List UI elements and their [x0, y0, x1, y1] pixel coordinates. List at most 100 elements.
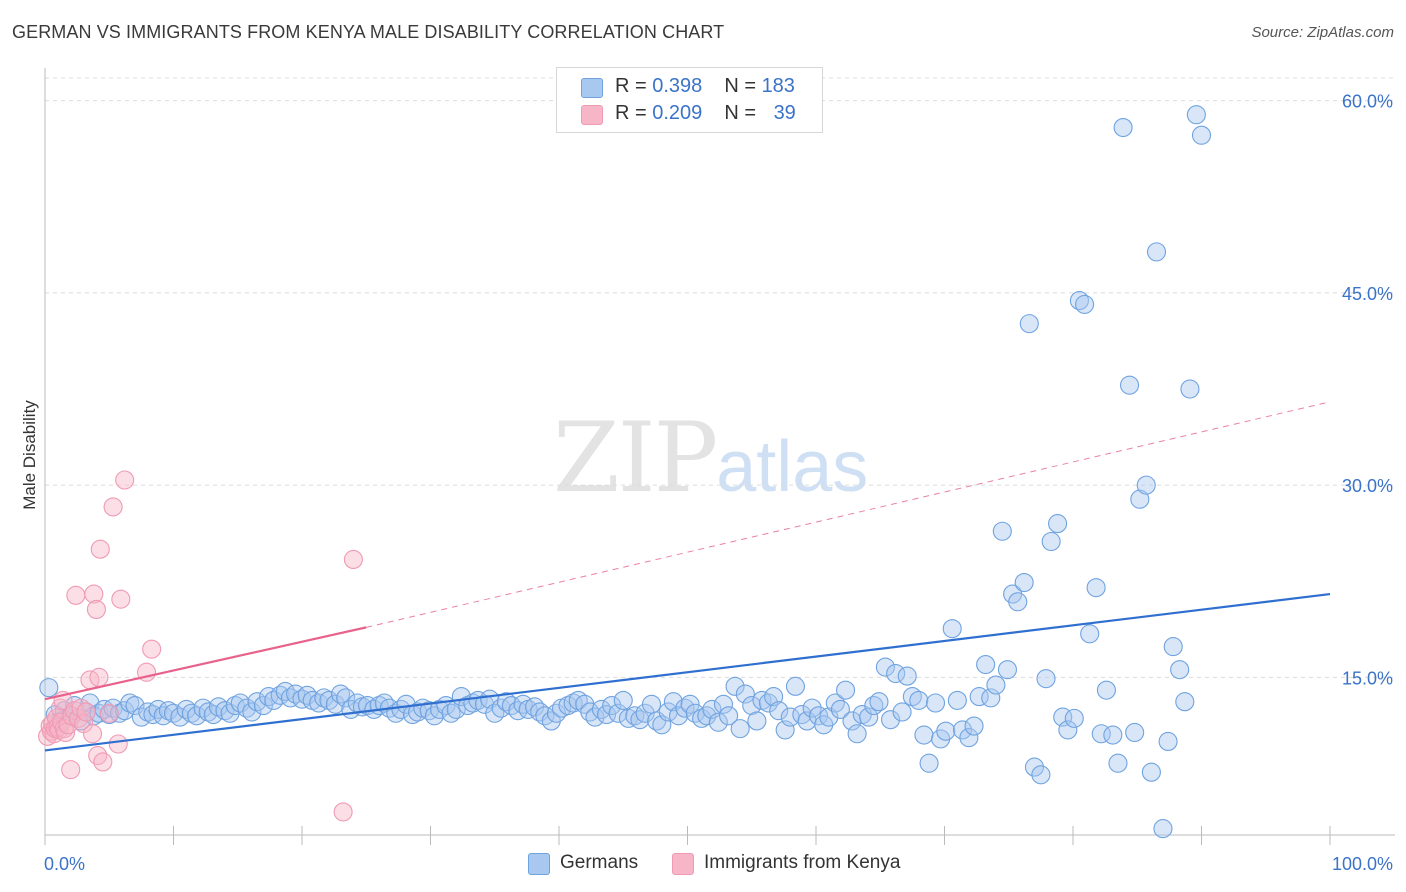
- point-kenya: [89, 667, 109, 687]
- legend-swatch-germans: [528, 853, 550, 875]
- point-germans: [1041, 531, 1061, 552]
- point-germans: [181, 703, 202, 723]
- point-germans: [1136, 475, 1156, 495]
- r-value: 0.209: [652, 102, 703, 124]
- point-germans: [668, 706, 689, 726]
- point-kenya: [71, 698, 91, 718]
- point-germans: [1186, 105, 1206, 125]
- point-kenya: [76, 702, 96, 722]
- point-kenya: [88, 745, 108, 766]
- point-kenya: [84, 584, 104, 604]
- point-germans: [992, 521, 1012, 541]
- point-germans: [830, 699, 850, 719]
- x-tick-label-max: 100.0%: [1332, 854, 1393, 874]
- point-germans: [775, 720, 795, 740]
- point-germans: [964, 716, 984, 736]
- point-germans: [742, 696, 762, 716]
- point-germans: [719, 706, 739, 726]
- legend-swatch-germans: [581, 78, 603, 98]
- point-germans: [1008, 592, 1028, 612]
- point-germans: [947, 690, 967, 710]
- point-germans: [1024, 757, 1044, 777]
- point-germans: [148, 699, 168, 719]
- y-tick-label: 30.0%: [1342, 476, 1393, 496]
- stats-legend: R = 0.398 N = 183 R = 0.209 N = 39: [556, 67, 823, 133]
- point-germans: [39, 678, 59, 698]
- point-germans: [802, 698, 822, 718]
- point-germans: [1058, 720, 1078, 740]
- point-germans: [1096, 680, 1116, 700]
- point-germans: [391, 699, 411, 719]
- point-germans: [976, 654, 996, 675]
- point-kenya: [333, 802, 353, 822]
- point-germans: [170, 707, 190, 727]
- point-germans: [914, 725, 934, 745]
- point-kenya: [115, 470, 135, 490]
- point-germans: [1086, 578, 1106, 598]
- point-germans: [253, 696, 274, 716]
- point-germans: [297, 685, 317, 705]
- point-germans: [725, 676, 745, 696]
- point-germans: [747, 711, 767, 731]
- r-label: R =: [615, 75, 647, 97]
- chart-title: GERMAN VS IMMIGRANTS FROM KENYA MALE DIS…: [12, 22, 725, 42]
- point-germans: [1141, 762, 1161, 782]
- n-value: 39: [773, 102, 796, 124]
- point-kenya: [93, 752, 113, 772]
- x-tick-label-min: 0.0%: [44, 854, 85, 874]
- n-label: N =: [724, 102, 756, 124]
- point-kenya: [56, 722, 76, 743]
- point-germans: [825, 693, 845, 713]
- point-germans: [997, 660, 1018, 680]
- watermark: ZIPatlas: [553, 402, 868, 514]
- point-germans: [558, 696, 578, 716]
- point-germans: [758, 693, 779, 713]
- point-germans: [952, 720, 973, 740]
- point-germans: [1130, 489, 1150, 509]
- point-germans: [1191, 125, 1212, 145]
- point-germans: [675, 698, 695, 718]
- point-kenya: [82, 724, 103, 744]
- point-germans: [986, 675, 1006, 695]
- point-kenya: [103, 497, 123, 517]
- point-germans: [1014, 572, 1034, 593]
- point-germans: [959, 728, 979, 748]
- point-germans: [336, 688, 356, 708]
- point-germans: [769, 701, 789, 721]
- point-germans: [187, 706, 207, 726]
- point-germans: [193, 698, 213, 718]
- point-germans: [1064, 708, 1084, 728]
- point-germans: [892, 702, 912, 722]
- point-germans: [1125, 722, 1145, 743]
- point-germans: [198, 702, 218, 722]
- point-germans: [630, 710, 650, 730]
- point-germans: [325, 694, 345, 714]
- point-germans: [143, 704, 163, 725]
- point-kenya: [50, 698, 70, 718]
- point-germans: [1036, 669, 1056, 689]
- legend-swatch-kenya: [672, 853, 694, 875]
- point-germans: [981, 688, 1001, 708]
- y-tick-label: 45.0%: [1342, 284, 1393, 304]
- point-germans: [859, 707, 879, 727]
- r-label: R =: [615, 102, 647, 124]
- point-germans: [809, 706, 829, 726]
- trendline-kenya: [44, 626, 367, 701]
- point-germans: [919, 753, 939, 773]
- point-germans: [1031, 765, 1051, 785]
- point-germans: [925, 693, 946, 713]
- point-germans: [613, 690, 633, 710]
- point-germans: [1019, 314, 1039, 334]
- point-germans: [909, 690, 929, 710]
- point-germans: [602, 696, 622, 716]
- point-germans: [735, 684, 755, 704]
- point-kenya: [90, 539, 110, 559]
- point-germans: [875, 657, 895, 677]
- point-germans: [585, 707, 605, 727]
- point-germans: [441, 703, 461, 723]
- point-germans: [1108, 753, 1128, 773]
- point-germans: [730, 719, 750, 739]
- point-germans: [897, 666, 917, 686]
- point-germans: [792, 704, 812, 725]
